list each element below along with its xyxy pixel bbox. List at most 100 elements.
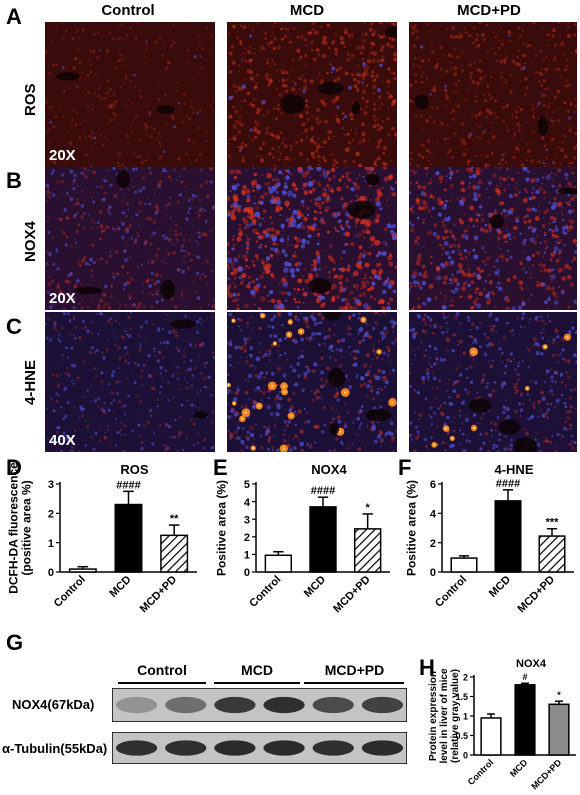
y-tick-label: 2 <box>244 532 250 544</box>
y-tick-label: 3 <box>48 479 54 491</box>
blot-band <box>165 696 207 714</box>
magnification-label: 20X <box>49 147 76 164</box>
micrograph-4hne-mcd <box>227 312 397 452</box>
y-tick-label: 0 <box>48 567 54 579</box>
significance-mark: #### <box>311 485 335 497</box>
panel-label-d: D <box>6 455 22 480</box>
y-axis-label: Positive area (%) <box>215 480 229 576</box>
blot-band <box>361 696 404 714</box>
chart-nox4-protein: NOX4 Protein expression level in liver of … <box>428 658 576 791</box>
row-label-nox4: NOX4 <box>22 221 39 262</box>
micrograph-nox4-control: 20X <box>45 167 215 310</box>
blot-strip-nox4 <box>112 688 407 722</box>
y-tick-label: 3 <box>244 514 250 526</box>
blot-group-underline <box>118 682 206 684</box>
y-tick-label: 6 <box>430 479 436 491</box>
y-tick-label: 0 <box>463 751 468 761</box>
bar-mcd <box>114 503 143 573</box>
y-tick-label: 4 <box>244 497 251 509</box>
x-tick-label: MCD <box>302 574 328 600</box>
significance-mark: *** <box>546 517 560 529</box>
panel-label-c: C <box>6 314 22 339</box>
blot-band <box>214 696 256 714</box>
chart-title: 4-HNE <box>494 462 533 477</box>
bar-mcd <box>514 684 536 756</box>
y-tick-label: 1 <box>463 712 468 722</box>
x-tick-label: MCD <box>508 757 530 779</box>
blot-band <box>312 696 354 714</box>
micrograph-ros-control: 20X <box>45 22 215 167</box>
micrograph-nox4-mcd <box>227 167 397 310</box>
significance-mark: # <box>522 672 527 682</box>
x-tick-label: MCD+PD <box>529 757 563 791</box>
x-tick-label: Control <box>247 574 283 610</box>
row-label-ros: ROS <box>22 83 39 116</box>
blot-strip-tubulin <box>112 732 407 764</box>
blot-band <box>263 696 305 714</box>
significance-mark: * <box>557 690 561 700</box>
row-label-4hne: 4-HNE <box>22 359 39 405</box>
bar-mcd-pd <box>548 703 570 756</box>
blot-band <box>214 740 256 756</box>
x-tick-label: Control <box>52 574 88 610</box>
panel-label-a: A <box>6 4 22 29</box>
blot-band <box>361 740 404 756</box>
micrograph-nox4-mcd-pd <box>409 167 577 310</box>
blot-band <box>312 740 354 756</box>
blot-group-control: Control <box>137 662 187 678</box>
blot-group-mcd: MCD <box>241 662 273 678</box>
column-header-control: Control <box>101 2 155 19</box>
x-tick-label: Control <box>466 757 496 787</box>
blot-label-nox4: NOX4(67kDa) <box>12 697 95 712</box>
column-header-mcd-pd: MCD+PD <box>457 2 521 19</box>
y-tick-label: 0 <box>430 567 436 579</box>
column-header-mcd: MCD <box>289 2 325 19</box>
significance-mark: ** <box>170 513 179 525</box>
micrograph-4hne-mcd-pd <box>409 312 577 452</box>
chart-ros: ROS DCFH-DA fluorescence (positive area %)… <box>7 462 197 616</box>
blot-label-tubulin: α-Tubulin(55kDa) <box>2 741 108 756</box>
significance-mark: #### <box>116 479 140 491</box>
micrograph-ros-mcd-pd <box>409 22 577 167</box>
significance-mark: #### <box>496 478 520 490</box>
x-tick-label: MCD+PD <box>138 574 180 616</box>
blot-band <box>165 740 207 756</box>
micrograph-ros-mcd <box>227 22 397 167</box>
panel-label-g: G <box>6 630 24 655</box>
significance-mark: * <box>366 502 371 514</box>
y-tick-label: 2 <box>463 673 468 683</box>
y-tick-label: 1 <box>244 550 250 562</box>
blot-group-underline <box>214 682 300 684</box>
bar-control <box>480 717 502 756</box>
y-tick-label: 4 <box>430 509 437 521</box>
y-tick-label: 2 <box>430 538 436 550</box>
y-axis-label: Protein expression <box>428 671 439 761</box>
bar-mcd <box>309 506 337 573</box>
bar-control <box>68 568 97 573</box>
bar-mcd <box>494 500 522 573</box>
y-axis-label: DCFH-DA fluorescence <box>7 462 21 594</box>
bar-control <box>264 554 293 573</box>
blot-group-underline <box>304 682 404 684</box>
magnification-label: 40X <box>49 432 76 449</box>
y-axis-label: level in liver of mice <box>439 668 450 763</box>
chart-4hne: 4-HNE Positive area (%) 0 2 4 6 Control #### MCD… <box>405 462 574 616</box>
magnification-label: 20X <box>49 290 76 307</box>
chart-title: ROS <box>120 462 149 477</box>
bar-mcd-pd <box>353 528 382 573</box>
chart-nox4: NOX4 Positive area (%) 0 1 2 3 4 5 Control #### MC… <box>215 462 390 616</box>
y-tick-label: 0.5 <box>455 731 468 741</box>
x-tick-label: MCD <box>107 574 133 600</box>
blot-band <box>263 740 305 756</box>
y-tick-label: 1 <box>48 538 54 550</box>
chart-title: NOX4 <box>516 658 547 670</box>
y-axis-label: (positive area %) <box>20 480 34 575</box>
panel-label-e: E <box>213 455 228 480</box>
y-tick-label: 2 <box>48 509 54 521</box>
x-tick-label: MCD+PD <box>331 574 373 616</box>
y-tick-label: 0 <box>244 567 250 579</box>
blot-band <box>115 696 158 714</box>
x-tick-label: MCD+PD <box>516 574 558 616</box>
panel-label-h: H <box>419 655 435 680</box>
blot-band <box>115 740 158 756</box>
